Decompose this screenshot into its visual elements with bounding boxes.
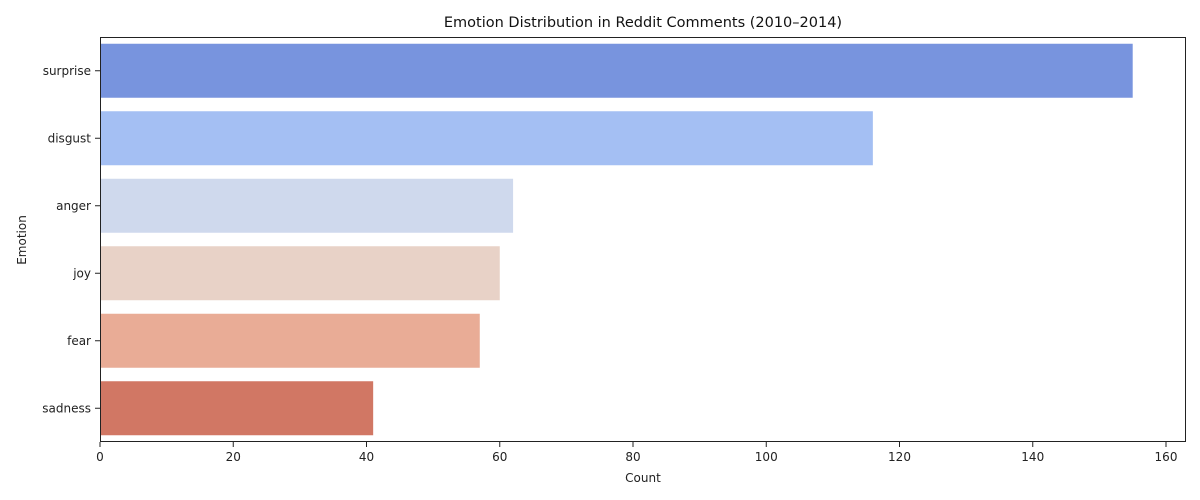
bar-fear (100, 313, 480, 368)
x-tick-label: 40 (359, 450, 374, 464)
y-tick-label: surprise (43, 64, 91, 78)
x-tick-label: 80 (625, 450, 640, 464)
x-tick-label: 100 (755, 450, 778, 464)
bar-sadness (100, 381, 374, 436)
y-tick-label: anger (56, 199, 91, 213)
y-axis-ticks: surprise disgust anger joy fear sadness (42, 64, 100, 415)
plot-frame (100, 37, 1186, 442)
y-tick-label: disgust (48, 131, 92, 145)
bar-anger (100, 178, 514, 233)
x-tick-label: 140 (1021, 450, 1044, 464)
bars-group (100, 43, 1133, 436)
x-tick-label: 120 (888, 450, 911, 464)
x-tick-label: 0 (96, 450, 104, 464)
chart-title: Emotion Distribution in Reddit Comments … (444, 15, 842, 31)
axes-frame (100, 37, 1186, 442)
bar-joy (100, 246, 500, 301)
y-tick-label: sadness (42, 401, 91, 415)
x-axis-ticks: 0 20 40 60 80 100 120 140 160 (96, 442, 1177, 464)
y-tick-label: fear (67, 334, 91, 348)
x-axis-title: Count (625, 471, 661, 485)
x-tick-label: 20 (226, 450, 241, 464)
y-axis-title: Emotion (15, 215, 29, 265)
x-tick-label: 60 (492, 450, 507, 464)
x-tick-label: 160 (1155, 450, 1178, 464)
bar-surprise (100, 43, 1133, 98)
bar-disgust (100, 111, 873, 166)
y-tick-label: joy (72, 266, 91, 280)
